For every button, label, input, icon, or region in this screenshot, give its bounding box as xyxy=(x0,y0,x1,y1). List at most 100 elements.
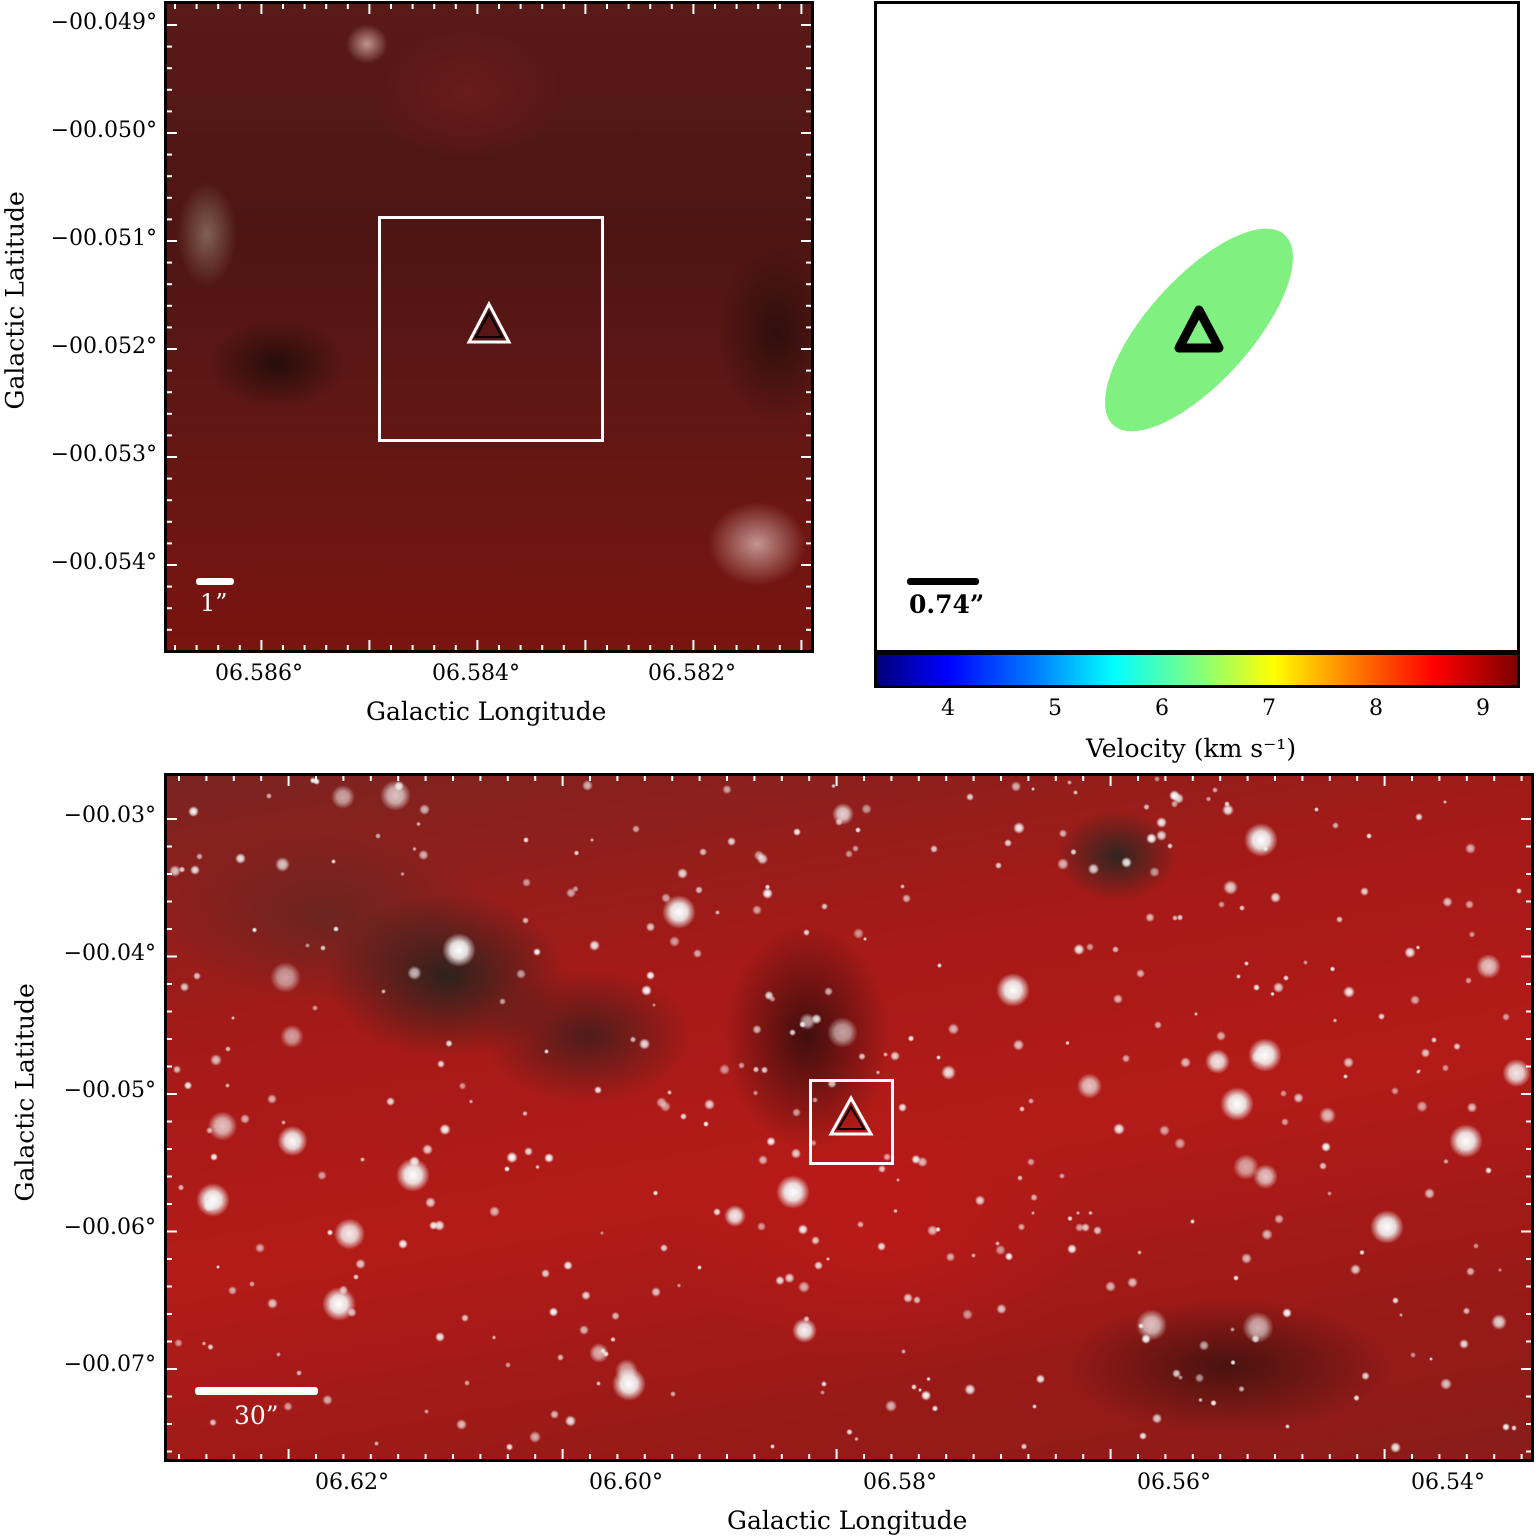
star xyxy=(947,1023,960,1035)
star xyxy=(1476,953,1502,980)
star xyxy=(1238,1385,1245,1393)
star xyxy=(1073,790,1079,796)
star xyxy=(1269,891,1281,903)
star xyxy=(1230,1326,1236,1332)
star xyxy=(295,1369,303,1377)
star xyxy=(727,837,737,846)
star xyxy=(1030,786,1035,791)
star xyxy=(1145,912,1156,923)
colorbar-tick-label: 8 xyxy=(1369,696,1383,721)
star xyxy=(890,1051,900,1061)
star xyxy=(790,1147,802,1159)
star xyxy=(1087,863,1100,875)
star xyxy=(798,1020,806,1028)
star xyxy=(784,1272,795,1284)
star xyxy=(1020,1443,1028,1450)
star xyxy=(791,1318,817,1343)
star xyxy=(1204,1048,1230,1075)
star xyxy=(798,1280,810,1293)
star xyxy=(827,1017,859,1049)
star xyxy=(399,871,405,877)
star xyxy=(1280,1118,1289,1127)
star xyxy=(813,1261,823,1271)
bright-star xyxy=(396,1158,430,1192)
star xyxy=(1391,1297,1399,1304)
star xyxy=(1104,1280,1117,1293)
star xyxy=(961,1309,973,1320)
star xyxy=(823,987,833,996)
star xyxy=(1342,1056,1354,1069)
scale-bar-label: 1” xyxy=(200,589,228,617)
star xyxy=(902,1293,913,1304)
star xyxy=(1223,879,1238,895)
star xyxy=(1154,1021,1163,1029)
star xyxy=(326,1229,334,1236)
star xyxy=(1059,1172,1066,1180)
star xyxy=(190,865,200,875)
star xyxy=(827,1078,837,1088)
star xyxy=(563,1260,574,1271)
star xyxy=(305,942,311,948)
star xyxy=(1350,1264,1362,1276)
star xyxy=(522,917,529,924)
star xyxy=(802,928,810,936)
star xyxy=(1468,931,1476,938)
star xyxy=(1261,1228,1273,1240)
star xyxy=(854,1436,859,1442)
star xyxy=(811,1013,823,1025)
star xyxy=(1092,1226,1102,1236)
scale-bar-label: 30” xyxy=(234,1401,279,1430)
star xyxy=(1012,1039,1025,1052)
star xyxy=(797,1224,808,1235)
star xyxy=(193,972,201,980)
x-tick-label: 06.58° xyxy=(863,1470,937,1495)
star xyxy=(1321,1142,1332,1153)
bright-star xyxy=(1248,1038,1282,1072)
star xyxy=(458,1081,467,1090)
star xyxy=(996,1303,1008,1315)
star xyxy=(676,1283,682,1289)
star xyxy=(1031,1403,1037,1409)
star xyxy=(1453,1042,1461,1050)
star xyxy=(676,867,688,879)
star xyxy=(322,1394,333,1406)
star xyxy=(1120,856,1132,868)
star xyxy=(1065,1040,1071,1046)
star xyxy=(1342,1073,1348,1079)
star xyxy=(1030,1210,1035,1215)
star xyxy=(854,826,862,833)
x-tick-label: 06.582° xyxy=(648,661,736,686)
star xyxy=(265,792,272,799)
y-tick-label: −00.049° xyxy=(50,10,157,35)
star xyxy=(418,849,429,861)
star xyxy=(456,1418,468,1430)
star xyxy=(692,949,703,959)
star xyxy=(331,858,337,864)
star xyxy=(589,940,601,952)
star xyxy=(1151,1413,1163,1424)
star xyxy=(1223,801,1230,808)
star xyxy=(522,1110,528,1117)
star xyxy=(177,1183,185,1191)
y-tick-label: −00.051° xyxy=(50,226,157,251)
star xyxy=(201,1341,207,1346)
star xyxy=(424,1196,437,1209)
star xyxy=(573,850,580,856)
star xyxy=(1251,1334,1260,1344)
x-tick-label: 06.54° xyxy=(1411,1470,1485,1495)
star xyxy=(1112,1123,1125,1135)
star xyxy=(209,1418,217,1427)
star xyxy=(994,862,1002,870)
velocity-ellipse-shape xyxy=(1105,228,1293,432)
star xyxy=(1398,1312,1404,1318)
star xyxy=(1319,1107,1336,1125)
star xyxy=(1137,1322,1144,1329)
star xyxy=(715,909,721,915)
y-tick-label: −00.04° xyxy=(63,941,156,966)
bright-star xyxy=(1449,1124,1483,1158)
star xyxy=(529,1431,542,1444)
star xyxy=(1241,1253,1252,1264)
star xyxy=(593,1086,602,1094)
star xyxy=(1211,787,1218,794)
star xyxy=(698,847,708,857)
